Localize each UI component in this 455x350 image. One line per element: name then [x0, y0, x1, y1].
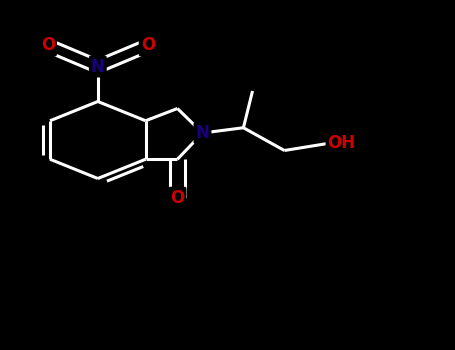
Text: O: O — [40, 36, 55, 55]
Text: O: O — [141, 36, 155, 55]
Text: N: N — [91, 57, 105, 76]
Text: N: N — [196, 124, 209, 142]
Text: OH: OH — [328, 134, 356, 153]
Text: O: O — [170, 189, 185, 207]
